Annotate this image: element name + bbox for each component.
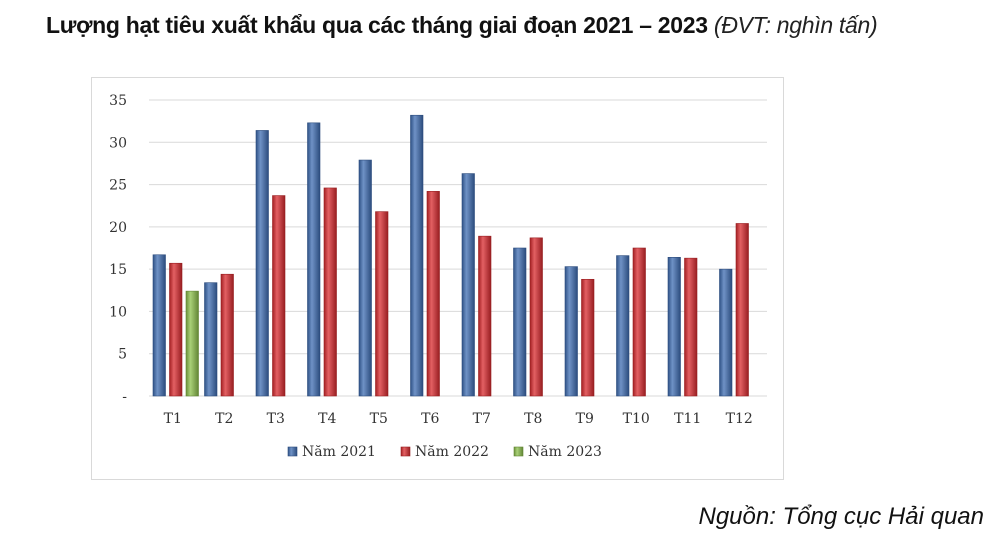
bar-năm-2021-t2 [204, 282, 218, 397]
x-tick-label: T8 [524, 411, 542, 427]
x-tick-label: T3 [267, 411, 285, 427]
x-tick-label: T12 [726, 411, 753, 427]
y-tick-label: 10 [109, 304, 127, 320]
bar-năm-2021-t10 [616, 255, 630, 397]
x-tick-label: T4 [318, 411, 336, 427]
y-tick-label: 5 [118, 347, 127, 363]
bar-năm-2021-t11 [667, 257, 681, 397]
x-tick-label: T9 [576, 411, 594, 427]
bar-năm-2022-t6 [426, 191, 440, 397]
x-tick-label: T7 [473, 411, 491, 427]
bar-chart: - 5 10 15 20 25 30 35 T1 T2 T3 T4 T5 T6 T7 T8 T9 T10 T11 T1… [109, 93, 767, 460]
bar-năm-2021-t4 [307, 122, 321, 397]
bar-năm-2022-t2 [220, 273, 234, 397]
y-tick-label: 25 [109, 178, 127, 194]
bar-năm-2022-t1 [169, 262, 183, 397]
x-tick-label: T10 [623, 411, 650, 427]
bar-năm-2021-t6 [410, 114, 424, 397]
bar-năm-2022-t11 [684, 257, 698, 397]
legend-label: Năm 2022 [415, 444, 489, 460]
bar-năm-2022-t7 [478, 235, 492, 397]
bar-năm-2022-t8 [529, 237, 543, 397]
chart-frame: - 5 10 15 20 25 30 35 T1 T2 T3 T4 T5 T6 T7 T8 T9 T10 T11 T1… [91, 77, 784, 480]
legend-swatch [513, 446, 524, 457]
bar-năm-2022-t9 [581, 278, 595, 397]
x-tick-label: T2 [215, 411, 233, 427]
legend-swatch [400, 446, 411, 457]
x-tick-label: T6 [421, 411, 439, 427]
source-note: Nguồn: Tổng cục Hải quan [698, 503, 984, 530]
chart-unit: (ĐVT: nghìn tấn) [713, 12, 878, 38]
bar-năm-2021-t8 [513, 247, 527, 397]
chart-title: Lượng hạt tiêu xuất khẩu qua các tháng g… [46, 12, 878, 39]
legend-label: Năm 2021 [302, 444, 376, 460]
bar-năm-2022-t5 [375, 211, 389, 397]
y-tick-label: 35 [109, 93, 127, 109]
y-tick-label: 20 [109, 220, 127, 236]
bar-năm-2021-t7 [461, 173, 475, 397]
y-tick-label: 15 [109, 262, 127, 278]
x-tick-label: T5 [370, 411, 388, 427]
bar-năm-2021-t12 [719, 268, 733, 397]
bar-năm-2023-t1 [185, 290, 199, 397]
bar-năm-2022-t3 [272, 195, 286, 397]
bar-năm-2021-t3 [255, 130, 269, 397]
bar-năm-2022-t12 [735, 223, 749, 397]
y-tick-label: - [122, 389, 127, 405]
bar-năm-2021-t5 [358, 159, 372, 397]
bar-năm-2022-t4 [323, 187, 337, 397]
legend-label: Năm 2023 [528, 444, 602, 460]
x-tick-label: T1 [164, 411, 182, 427]
bar-năm-2021-t1 [152, 254, 166, 397]
chart-title-text: Lượng hạt tiêu xuất khẩu qua các tháng g… [46, 12, 708, 38]
bar-năm-2022-t10 [632, 247, 646, 397]
bar-năm-2021-t9 [564, 266, 578, 397]
y-tick-label: 30 [109, 135, 127, 151]
legend-swatch [287, 446, 298, 457]
x-tick-label: T11 [674, 411, 701, 427]
